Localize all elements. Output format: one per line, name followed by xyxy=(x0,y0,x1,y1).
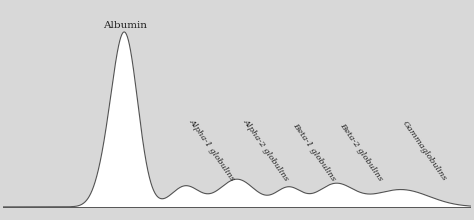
Text: Gammaglobulins: Gammaglobulins xyxy=(401,120,448,183)
Text: Alpha-1 globulins: Alpha-1 globulins xyxy=(188,117,237,183)
Text: Alpha-2 globulins: Alpha-2 globulins xyxy=(242,117,291,183)
Text: Beta-1 globulins: Beta-1 globulins xyxy=(291,121,337,183)
Text: Albumin: Albumin xyxy=(102,21,146,30)
Text: Beta-2 globulins: Beta-2 globulins xyxy=(337,121,384,183)
